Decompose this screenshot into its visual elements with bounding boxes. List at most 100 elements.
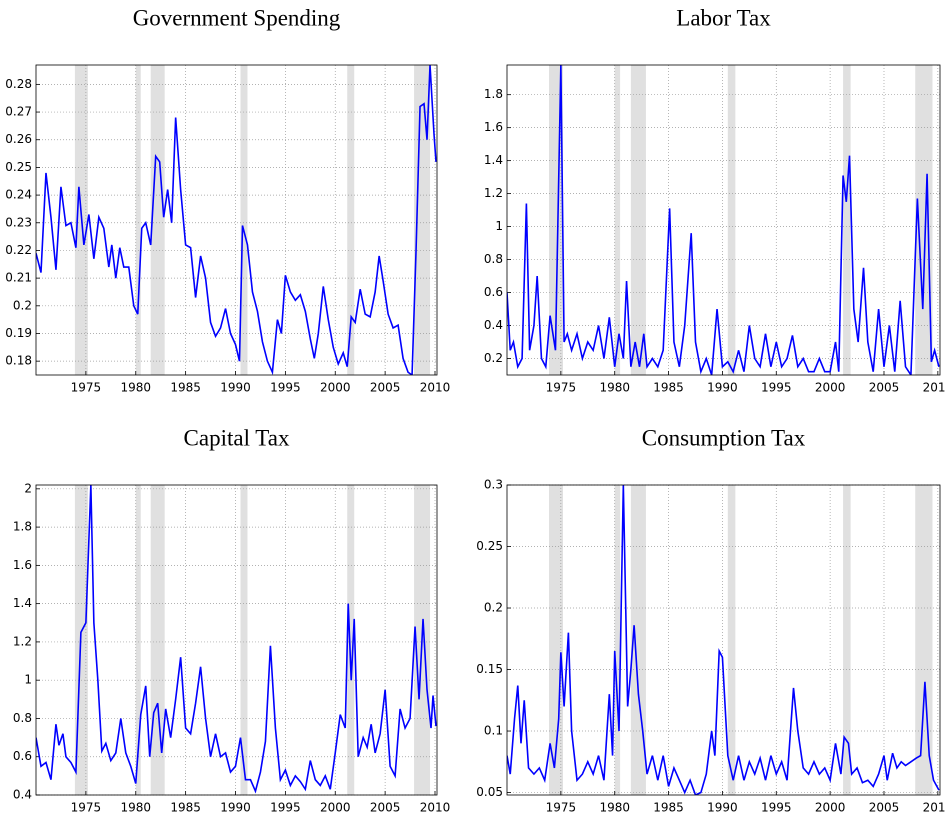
- y-tick-label: 1.4: [484, 153, 503, 167]
- y-tick-label: 0.2: [484, 351, 503, 365]
- y-tick-label: 0.1: [484, 724, 503, 738]
- chart-title: Capital Tax: [184, 425, 290, 450]
- y-tick-label: 0.6: [484, 285, 503, 299]
- recession-band: [240, 65, 248, 375]
- y-tick-label: 0.19: [5, 326, 32, 340]
- data-line: [36, 485, 437, 794]
- x-tick-label: 1975: [546, 801, 577, 815]
- y-tick-label: 0.28: [5, 77, 32, 91]
- recession-band: [727, 65, 736, 375]
- data-line: [36, 65, 437, 375]
- x-tick-label: 1985: [653, 381, 684, 395]
- y-tick-label: 1.8: [13, 520, 32, 534]
- recession-band: [915, 65, 933, 375]
- x-tick-label: 1980: [120, 381, 151, 395]
- y-tick-label: 0.05: [476, 785, 503, 799]
- x-tick-label: 2000: [320, 801, 351, 815]
- x-tick-label: 1990: [220, 381, 251, 395]
- x-tick-label: 1990: [707, 801, 738, 815]
- recession-band: [614, 65, 621, 375]
- x-tick-label: 1980: [599, 381, 630, 395]
- x-tick-label: 1995: [270, 801, 301, 815]
- recession-band: [347, 65, 355, 375]
- y-tick-label: 0.23: [5, 215, 32, 229]
- chart-title: Government Spending: [133, 5, 341, 30]
- recession-band: [150, 65, 165, 375]
- subplot: Government Spending 1975 1980 1985 1990 1995 2…: [5, 5, 450, 394]
- subplot: Capital Tax 1975 1980 1985 1990 1995 2000 2005 2…: [13, 425, 450, 814]
- recession-band: [915, 485, 933, 795]
- x-tick-label: 2000: [815, 381, 846, 395]
- recession-band: [843, 485, 851, 795]
- chart-title: Consumption Tax: [642, 425, 806, 450]
- plot-frame: [506, 484, 941, 796]
- y-tick-label: 1: [24, 673, 32, 687]
- x-tick-label: 2000: [815, 801, 846, 815]
- x-tick-label: 2010: [923, 801, 945, 815]
- y-tick-label: 0.2: [13, 298, 32, 312]
- y-tick-label: 1.2: [484, 186, 503, 200]
- recession-band: [240, 485, 248, 795]
- x-tick-label: 2005: [869, 381, 900, 395]
- y-tick-label: 0.26: [5, 132, 32, 146]
- y-tick-label: 1.4: [13, 596, 32, 610]
- y-tick-label: 0.25: [5, 160, 32, 174]
- x-tick-label: 1995: [761, 801, 792, 815]
- x-tick-label: 1975: [71, 801, 102, 815]
- x-tick-label: 1995: [270, 381, 301, 395]
- y-tick-label: 1.6: [13, 558, 32, 572]
- subplot: Labor Tax 1975 1980 1985 1990 1995 2000 2005 201…: [484, 5, 945, 394]
- plot-frame: [35, 64, 438, 376]
- y-tick-label: 1.6: [484, 120, 503, 134]
- subplot: Consumption Tax 1975 1980 1985 1990 1995 2000 2…: [476, 425, 945, 814]
- recession-band: [414, 65, 431, 375]
- x-tick-label: 2010: [923, 381, 945, 395]
- data-line: [507, 485, 940, 795]
- x-tick-label: 1980: [120, 801, 151, 815]
- recession-band: [135, 485, 141, 795]
- recession-band: [614, 485, 621, 795]
- x-tick-label: 1975: [71, 381, 102, 395]
- y-tick-label: 0.3: [484, 478, 503, 492]
- recession-band: [135, 65, 141, 375]
- y-tick-label: 0.18: [5, 354, 32, 368]
- x-tick-label: 1985: [653, 801, 684, 815]
- recession-band: [347, 485, 355, 795]
- x-tick-label: 1980: [599, 801, 630, 815]
- x-tick-label: 1990: [220, 801, 251, 815]
- y-tick-label: 0.25: [476, 539, 503, 553]
- recession-band: [630, 485, 646, 795]
- recession-band: [843, 65, 851, 375]
- y-tick-label: 0.8: [13, 711, 32, 725]
- y-tick-label: 0.24: [5, 188, 32, 202]
- x-tick-label: 2005: [869, 801, 900, 815]
- x-tick-label: 1995: [761, 381, 792, 395]
- recession-band: [150, 485, 165, 795]
- x-tick-label: 2005: [370, 801, 401, 815]
- plot-frame: [506, 64, 941, 376]
- y-tick-label: 0.4: [13, 788, 32, 802]
- data-line: [507, 65, 940, 375]
- plot-frame: [35, 484, 438, 796]
- x-tick-label: 1990: [707, 381, 738, 395]
- y-tick-label: 1.8: [484, 87, 503, 101]
- x-tick-label: 2000: [320, 381, 351, 395]
- y-tick-label: 0.4: [484, 318, 503, 332]
- y-tick-label: 1.2: [13, 634, 32, 648]
- y-tick-label: 0.22: [5, 243, 32, 257]
- y-tick-label: 0.27: [5, 105, 32, 119]
- x-tick-label: 1985: [170, 381, 201, 395]
- y-tick-label: 0.6: [13, 749, 32, 763]
- x-tick-label: 2005: [370, 381, 401, 395]
- recession-band: [630, 65, 646, 375]
- recession-band: [727, 485, 736, 795]
- y-tick-label: 0.15: [476, 662, 503, 676]
- y-tick-label: 2: [24, 481, 32, 495]
- y-tick-label: 0.21: [5, 271, 32, 285]
- x-tick-label: 2010: [420, 801, 451, 815]
- x-tick-label: 1975: [546, 381, 577, 395]
- chart-title: Labor Tax: [676, 5, 771, 30]
- y-tick-label: 1: [495, 219, 503, 233]
- x-tick-label: 1985: [170, 801, 201, 815]
